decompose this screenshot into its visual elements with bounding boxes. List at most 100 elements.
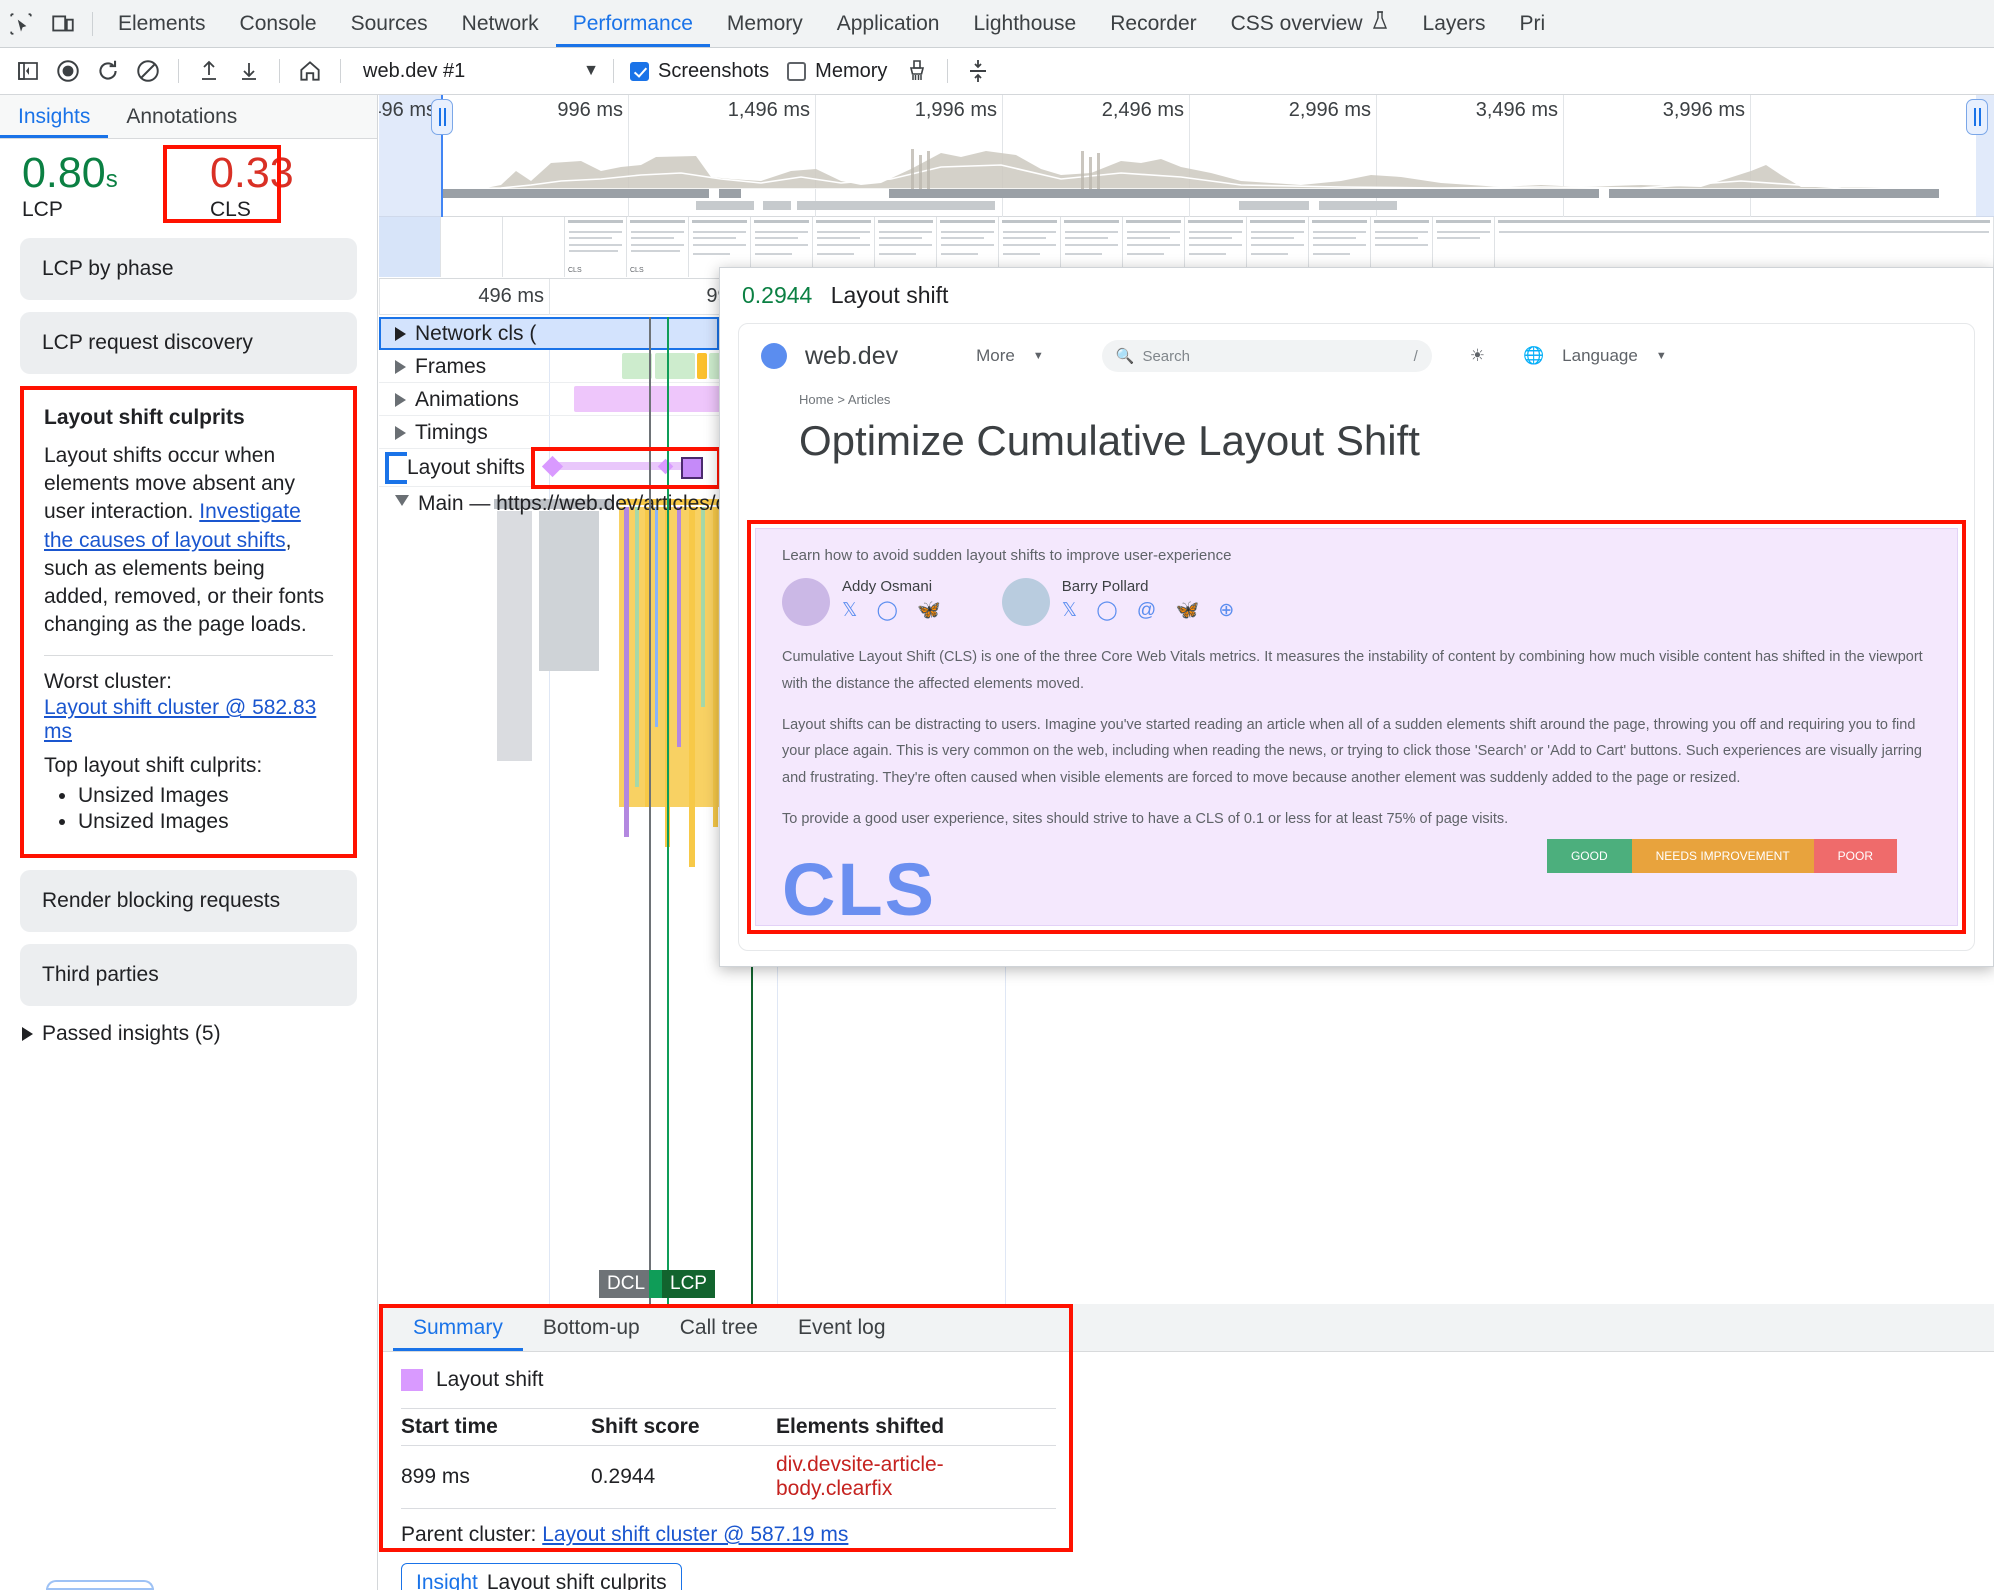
insight-body-pre: Layout shifts occur when elements move a…: [44, 444, 295, 524]
layout-shift-cluster-bar[interactable]: [549, 462, 699, 470]
track-main-name[interactable]: Main — https://web.dev/articles/optimi: [379, 487, 809, 520]
tab-css-overview[interactable]: CSS overview: [1214, 0, 1406, 47]
tab-recorder[interactable]: Recorder: [1093, 0, 1213, 47]
tab-sources[interactable]: Sources: [334, 0, 445, 47]
upload-profile-icon[interactable]: [189, 52, 229, 90]
download-profile-icon[interactable]: [229, 52, 269, 90]
worst-cluster-link[interactable]: Layout shift cluster @ 582.83 ms: [44, 696, 317, 744]
tab-summary[interactable]: Summary: [393, 1304, 523, 1351]
screenshots-label: Screenshots: [658, 59, 770, 82]
cell-element-shifted[interactable]: div.devsite-article-body.clearfix: [776, 1445, 1056, 1509]
tab-application[interactable]: Application: [820, 0, 957, 47]
webdev-logo-icon: [761, 343, 787, 369]
author-socials: 𝕏 ◯ 🦋: [842, 600, 948, 621]
track-animations-name[interactable]: Animations: [379, 383, 719, 416]
track-label: Layout shifts: [407, 456, 525, 479]
overview-window-right-handle[interactable]: [1966, 99, 1988, 135]
article-paragraph: Cumulative Layout Shift (CLS) is one of …: [782, 649, 1923, 692]
sidebar-tab-annotations[interactable]: Annotations: [108, 95, 255, 138]
page-screenshot: web.dev More ▼ 🔍 Search / ☀ 🌐 Language ▼…: [738, 323, 1975, 951]
toggle-sidebar-icon[interactable]: [8, 52, 48, 90]
sidebar-tab-insights[interactable]: Insights: [0, 95, 108, 138]
metric-value-unit: s: [105, 166, 118, 193]
checkbox-box: [787, 61, 807, 81]
trace-selector[interactable]: web.dev #1 ▼: [363, 60, 603, 83]
overview-window-left-handle[interactable]: [431, 99, 453, 135]
overview-window-left-edge[interactable]: [441, 95, 443, 217]
sidebar-bottom-pill: [46, 1580, 154, 1590]
tab-lighthouse[interactable]: Lighthouse: [956, 0, 1093, 47]
filmstrip-frame[interactable]: [441, 217, 503, 277]
layout-shifts-highlight-box: [531, 447, 721, 489]
track-layout-shifts-name[interactable]: Layout shifts: [379, 449, 719, 487]
chevron-right-icon[interactable]: [395, 359, 406, 374]
tab-elements[interactable]: Elements: [101, 0, 223, 47]
track-frames-name[interactable]: Frames: [379, 350, 719, 383]
tab-event-log[interactable]: Event log: [778, 1304, 906, 1351]
sidebar-item-layout-shift-culprits[interactable]: Layout shift culprits Layout shifts occu…: [20, 386, 357, 859]
tab-label: Performance: [572, 11, 693, 35]
author-socials: 𝕏 ◯ @ 🦋 ⊕: [1061, 600, 1242, 621]
inspect-element-icon[interactable]: [0, 4, 42, 44]
chevron-right-icon[interactable]: [395, 425, 406, 440]
garbage-collect-icon[interactable]: [897, 52, 937, 90]
chevron-right-icon[interactable]: [395, 392, 406, 407]
popup-score: 0.2944: [742, 282, 813, 308]
filmstrip-frame[interactable]: CLS: [565, 217, 627, 277]
track-timings-name[interactable]: Timings: [379, 416, 719, 449]
filmstrip-frame[interactable]: [503, 217, 565, 277]
timeline-overview[interactable]: 496 ms 996 ms 1,496 ms 1,996 ms 2,496 ms…: [379, 95, 1994, 217]
clear-icon[interactable]: [128, 52, 168, 90]
timeline-gridline: [549, 317, 550, 1304]
tab-memory[interactable]: Memory: [710, 0, 820, 47]
passed-insights-toggle[interactable]: Passed insights (5): [22, 1022, 355, 1046]
chevron-down-icon[interactable]: [395, 494, 409, 513]
sidebar-item-lcp-request-discovery[interactable]: LCP request discovery: [20, 312, 357, 375]
investigate-layout-shifts-link[interactable]: Investigate the causes of layout shifts: [44, 500, 301, 552]
insight-chip[interactable]: Insight Layout shift culprits: [401, 1563, 682, 1590]
tab-label: Summary: [413, 1315, 503, 1339]
tab-network[interactable]: Network: [445, 0, 556, 47]
sidebar-item-third-parties[interactable]: Third parties: [20, 944, 357, 1007]
tab-label: Recorder: [1110, 11, 1197, 35]
memory-label: Memory: [815, 59, 888, 82]
dcl-marker[interactable]: DCL: [599, 1270, 654, 1298]
timeline-tick-label: 496 ms: [478, 285, 544, 307]
tab-performance[interactable]: Performance: [556, 0, 710, 47]
sidebar-item-render-blocking-requests[interactable]: Render blocking requests: [20, 870, 357, 933]
screenshots-checkbox[interactable]: Screenshots: [630, 60, 769, 83]
device-toolbar-icon[interactable]: [42, 4, 84, 44]
track-network-name[interactable]: Network cls (: [379, 317, 719, 350]
tab-label: Layers: [1422, 11, 1486, 35]
filmstrip-frame[interactable]: CLS: [627, 217, 689, 277]
filmstrip-frame[interactable]: [379, 217, 441, 277]
tab-call-tree[interactable]: Call tree: [660, 1304, 778, 1351]
overview-network-band-2: [441, 201, 1994, 210]
dcl-marker-label: DCL: [607, 1273, 646, 1294]
lcp-marker[interactable]: LCP: [662, 1270, 715, 1298]
tab-bottom-up[interactable]: Bottom-up: [523, 1304, 660, 1351]
search-icon: 🔍: [1115, 348, 1135, 365]
metric-lcp[interactable]: 0.80s LCP: [0, 150, 172, 222]
sidebar-item-lcp-by-phase[interactable]: LCP by phase: [20, 238, 357, 301]
tab-layers[interactable]: Layers: [1406, 0, 1503, 47]
reload-and-record-icon[interactable]: [88, 52, 128, 90]
parent-cluster-link[interactable]: Layout shift cluster @ 587.19 ms: [542, 1523, 849, 1546]
flask-icon: [1371, 10, 1389, 37]
avatar: [782, 578, 830, 626]
chevron-down-icon: ▼: [1655, 350, 1667, 362]
insight-card-title: Layout shift culprits: [44, 406, 245, 430]
record-icon[interactable]: [48, 52, 88, 90]
tab-label: Bottom-up: [542, 1315, 640, 1339]
tab-console[interactable]: Console: [223, 0, 334, 47]
layout-shift-selected[interactable]: [681, 457, 703, 479]
trace-selector-value: web.dev #1: [363, 59, 466, 82]
summary-body: Layout shift Start time Shift score Elem…: [379, 1352, 1994, 1590]
tab-privacy[interactable]: Pri: [1503, 0, 1563, 47]
memory-checkbox[interactable]: Memory: [787, 60, 887, 83]
chevron-right-icon[interactable]: [395, 326, 406, 341]
cpu-activity-chart: [440, 141, 1977, 190]
collapse-tracks-icon[interactable]: [958, 52, 998, 90]
live-metrics-home-icon[interactable]: [290, 52, 330, 90]
fcp-marker[interactable]: [649, 1270, 665, 1298]
